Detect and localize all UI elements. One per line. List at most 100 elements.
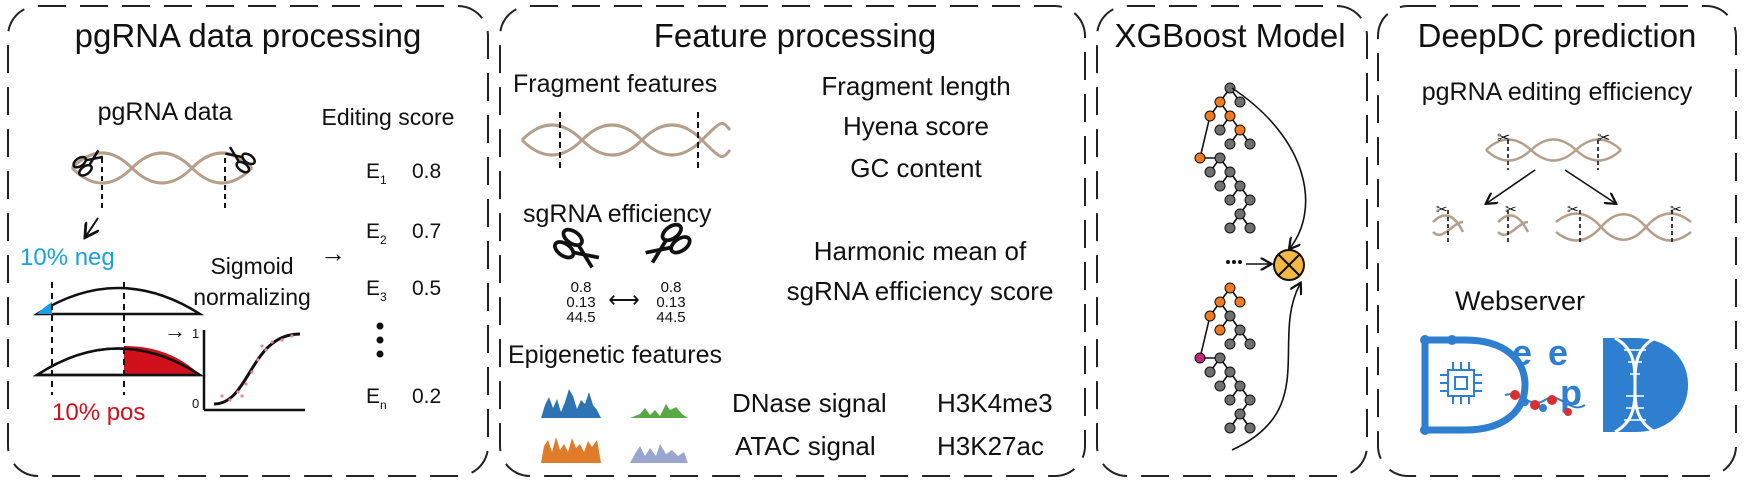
logo-letter: e [1548,332,1568,373]
panel-xgboost: XGBoost Model [1114,17,1346,451]
editing-score-label: Editing score [322,104,455,130]
score-letter: E [366,385,380,408]
dna-helix [70,151,254,185]
tree-node [1204,366,1216,378]
webserver-label: Webserver [1455,286,1585,316]
score-sub: 1 [380,173,387,187]
tree-node [1224,82,1236,94]
score-sub: n [380,398,387,412]
scissors-icon [645,222,692,264]
dna-badge-icon [1603,336,1688,434]
sg-right-value: 0.8 [661,279,682,296]
score-value: 0.7 [412,220,441,243]
scissors-icon [72,149,104,177]
tree-node [1224,282,1236,294]
tree-node [1224,110,1236,122]
signal-mark: H3K4me3 [937,388,1053,418]
panel-pgrna-border [7,5,489,477]
tree-node [1244,222,1256,234]
sg-right-value: 44.5 [656,309,685,326]
ellipsis-dots [376,322,384,358]
pgrna-data-label: pgRNA data [98,98,233,126]
single-cut-fragment [1432,214,1530,236]
tree-node [1234,380,1246,392]
tree-ensemble [1194,82,1256,434]
score-sub: 3 [380,290,387,304]
signal-mark: H3K27ac [937,431,1044,461]
tree-node [1224,194,1236,206]
tree-node [1234,180,1246,192]
panel-feature: Feature processing Fragment features Fra… [508,17,1053,463]
sg-left-value: 0.13 [566,294,595,311]
sigmoid-y-bottom: 0 [192,396,199,411]
tree-node [1214,296,1226,308]
logo-letter: e [1512,332,1532,373]
h3k27ac-track-icon [630,444,688,463]
score-value: 0.8 [412,160,441,183]
fragment-helix [520,122,732,158]
sg-left-value: 44.5 [566,309,595,326]
sg-left-value: 0.8 [571,279,592,296]
split-arrow-right [1564,169,1615,203]
scissors-icon [225,146,256,174]
tree-node [1214,180,1226,192]
curve-arrow-bottom [1231,284,1300,451]
panel-xgboost-border [1096,5,1368,477]
scissors-icon: ✂ [1497,130,1510,147]
pos-label: 10% pos [52,399,145,426]
double-cut-fragment [1555,212,1692,242]
aggregate-icon [1273,249,1305,281]
harmonic-line-2: sgRNA efficiency score [787,276,1054,306]
xgboost-title: XGBoost Model [1114,17,1345,54]
dot-ellipsis [1226,260,1242,264]
sigmoid-plot: 1 0 [192,326,305,412]
tree-node [1244,194,1256,206]
tree-edge [1199,315,1211,359]
dnase-track-icon [541,389,601,418]
fragment-item: Hyena score [843,111,989,141]
scissors-icon [553,227,600,269]
tree-node [1224,394,1236,406]
signal-name: DNase signal [732,388,887,418]
arrow-glyph: → [320,238,346,268]
tree-node [1214,380,1226,392]
tree-node [1244,422,1256,434]
tree-node [1234,208,1246,220]
tree-node [1234,96,1246,108]
tree-node [1224,166,1236,178]
tree-node [1234,408,1246,420]
arrow-down-left [86,217,98,236]
signal-name: ATAC signal [735,431,876,461]
atac-track-icon [541,437,601,463]
tree-edge [1199,115,1211,159]
score-letter: E [366,220,380,243]
tree-node [1234,324,1246,336]
tree-node [1224,366,1236,378]
panel-deepdc-border [1377,5,1737,477]
tree-node [1234,124,1246,136]
tree-node [1224,310,1236,322]
sigmoid-label-2: normalizing [193,284,311,310]
scissors-icon: ✂ [1567,201,1579,217]
deep-logo: e e p [1420,332,1586,435]
deepdc-title: DeepDC prediction [1418,17,1697,54]
scissors-icon: ✂ [1670,201,1682,217]
tree-node [1224,338,1236,350]
panel-pgrna: pgRNA data processing pgRNA data 10% neg [20,17,454,426]
curve-arrow-top [1231,87,1307,248]
tree-node [1234,296,1246,308]
fragment-item: GC content [850,153,982,183]
tree-node [1244,394,1256,406]
fragment-heading: Fragment features [513,70,717,98]
tree-node [1194,352,1206,364]
score-letter: E [366,160,380,183]
panel-feature-border [499,5,1086,477]
tree-node [1214,124,1226,136]
scissors-icon: ✂ [1597,130,1610,147]
pgrna-helix [1485,138,1622,162]
tree-node [1224,138,1236,150]
tree-node [1194,152,1206,164]
distribution-neg [32,286,205,316]
score-letter: E [366,277,380,300]
